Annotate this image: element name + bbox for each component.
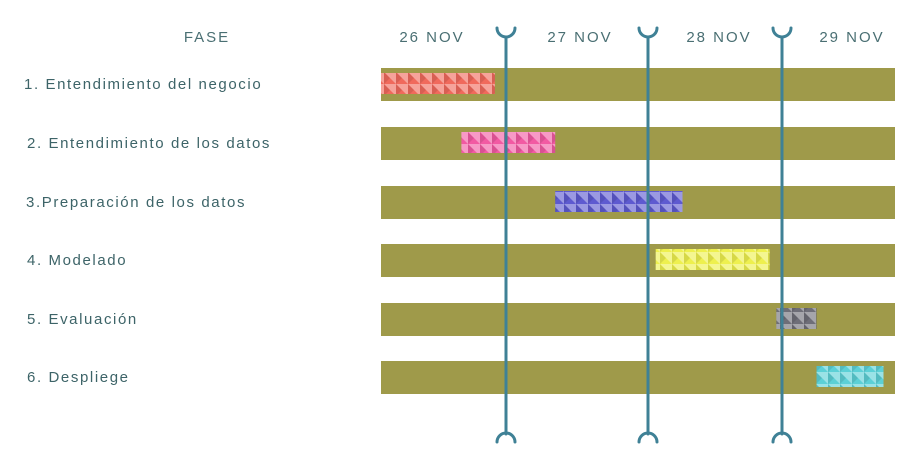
phase-label: 6. Despliege bbox=[27, 369, 130, 386]
task-bar bbox=[816, 366, 884, 387]
task-bar bbox=[776, 308, 817, 329]
task-bar bbox=[461, 132, 556, 153]
phase-label: 2. Entendimiento de los datos bbox=[27, 135, 271, 152]
date-header: 29 NOV bbox=[819, 29, 884, 46]
task-bar bbox=[555, 191, 683, 212]
phase-label: 5. Evaluación bbox=[27, 311, 138, 328]
date-header: 28 NOV bbox=[686, 29, 751, 46]
day-divider bbox=[771, 26, 793, 444]
phase-label: 4. Modelado bbox=[27, 252, 127, 269]
phase-track bbox=[381, 361, 895, 394]
date-header: 27 NOV bbox=[547, 29, 612, 46]
phase-track bbox=[381, 244, 895, 277]
task-bar bbox=[381, 73, 495, 94]
phase-track bbox=[381, 127, 895, 160]
phase-column-header: FASE bbox=[184, 29, 230, 46]
phase-label: 3.Preparación de los datos bbox=[26, 194, 246, 211]
day-divider bbox=[495, 26, 517, 444]
phase-label: 1. Entendimiento del negocio bbox=[24, 76, 262, 93]
phase-track bbox=[381, 303, 895, 336]
date-header: 26 NOV bbox=[399, 29, 464, 46]
task-bar bbox=[655, 249, 770, 270]
day-divider bbox=[637, 26, 659, 444]
